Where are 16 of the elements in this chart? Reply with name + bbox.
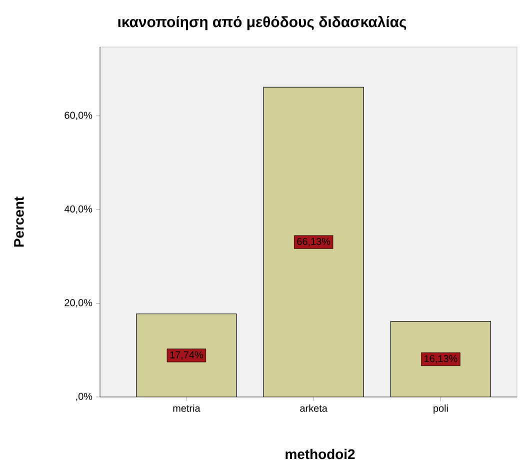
y-tick-label: 40,0%	[64, 205, 92, 214]
data-label: 16,13%	[424, 355, 458, 364]
x-tick-label: arketa	[300, 404, 328, 412]
y-tick-label: 20,0%	[64, 299, 92, 308]
x-tick-label: metria	[173, 404, 200, 412]
bar	[390, 321, 492, 397]
y-tick-label: 60,0%	[64, 112, 92, 120]
bar	[264, 87, 364, 397]
x-axis-title: methodoi2	[286, 448, 355, 460]
y-axis-title: Percent	[14, 196, 24, 247]
data-label: 17,74%	[170, 351, 203, 360]
chart-title: ικανοποίηση από μεθόδους διδασκαλίας	[118, 16, 406, 30]
data-label: 66,13%	[297, 238, 330, 246]
bar	[136, 314, 236, 397]
x-tick-label: poli	[434, 404, 448, 414]
y-tick-label: ,0%	[76, 392, 92, 402]
